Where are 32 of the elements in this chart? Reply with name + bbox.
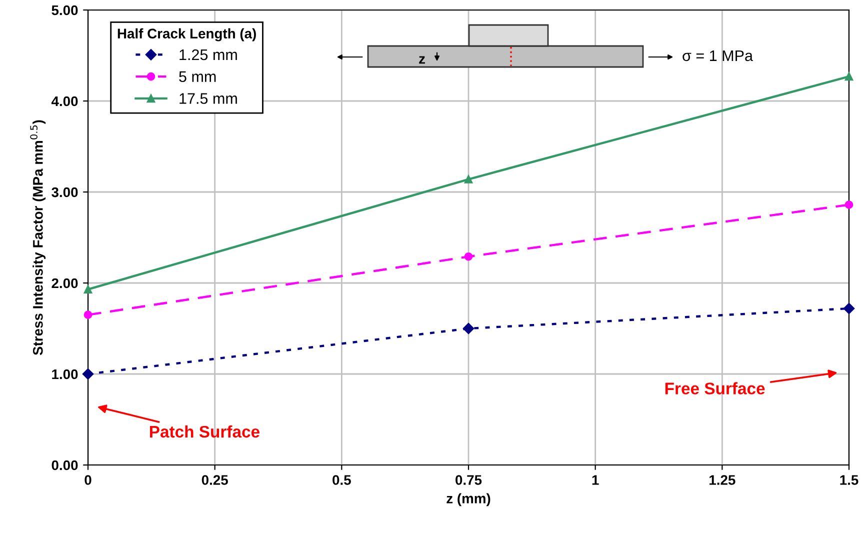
legend-title: Half Crack Length (a) <box>118 28 256 42</box>
point <box>464 252 473 261</box>
y-tick-label: 4.00 <box>51 96 78 106</box>
annotation: Patch Surface <box>150 425 260 438</box>
legend-label: 1.25 mm <box>180 49 237 60</box>
y-tick-label: 1.00 <box>52 369 78 380</box>
y-tick-label: 0.00 <box>52 460 78 470</box>
y-tick-label: 3.00 <box>52 187 78 198</box>
point <box>462 322 474 334</box>
x-tick-label: 0.75 <box>456 475 482 485</box>
point <box>843 302 855 314</box>
point <box>464 175 473 184</box>
point <box>84 310 92 320</box>
x-tick-label: 0.5 <box>332 475 351 485</box>
point <box>84 285 92 294</box>
x-tick-label: 0 <box>84 475 92 485</box>
x-tick-label: 1.5 <box>840 475 858 485</box>
x-tick-label: 1.25 <box>710 475 736 485</box>
point <box>844 200 854 209</box>
point <box>844 72 854 81</box>
y-tick-label: 5.00 <box>52 5 78 16</box>
legend-label: 5 mm <box>179 71 216 82</box>
point <box>82 368 94 380</box>
x-axis-title: z (mm) <box>446 493 490 506</box>
y-axis-title: Stress Intensity Factor (MPa mm$^{0.5}$) <box>30 120 46 356</box>
y-tick-label: 2.00 <box>52 278 78 288</box>
legend-label: 17.5 mm <box>180 93 237 104</box>
annotation: z <box>419 56 425 64</box>
x-tick-label: 1 <box>592 475 599 485</box>
annotation: Free Surface <box>665 382 765 394</box>
x-tick-label: 0.25 <box>202 475 228 485</box>
annotation: σ = 1 MPa <box>682 50 753 62</box>
